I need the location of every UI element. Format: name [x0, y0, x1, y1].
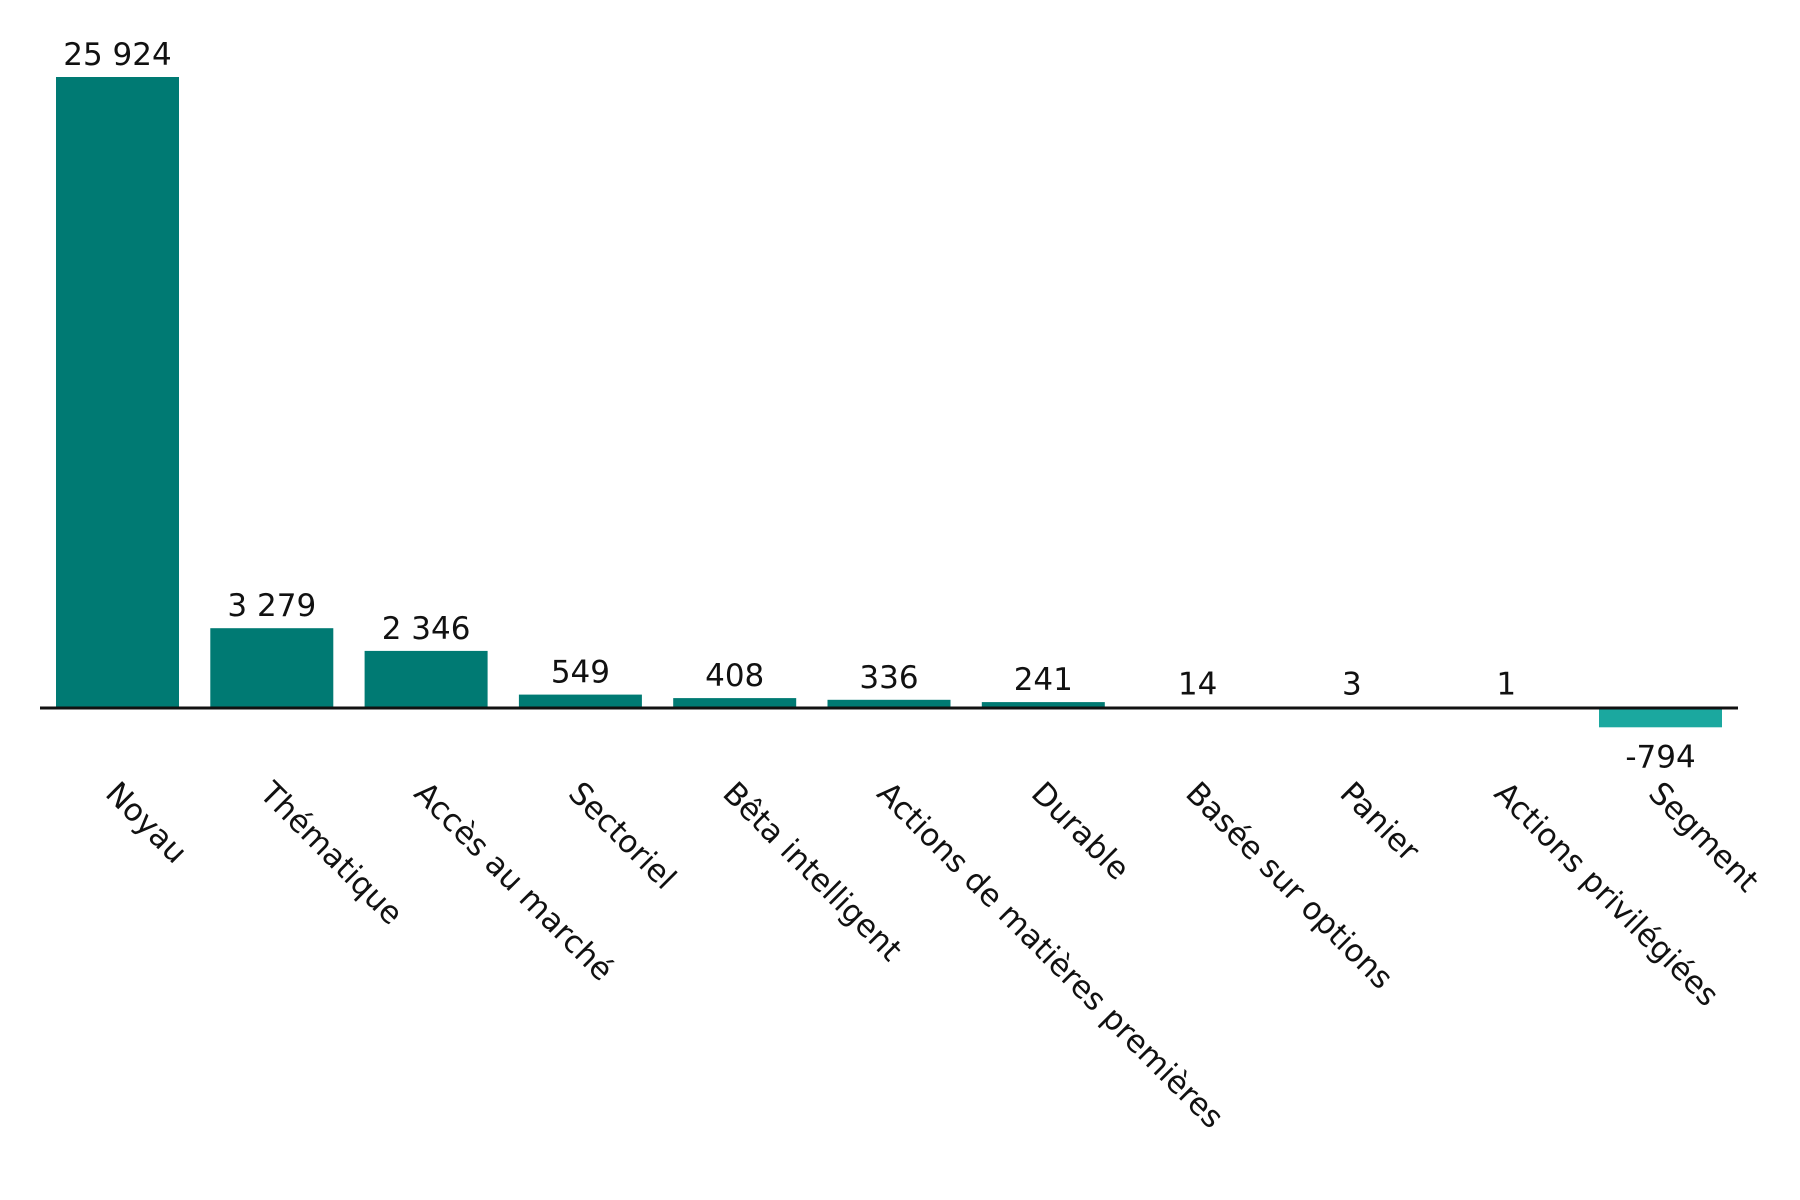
value-labels-layer: 25 924 3 279 2 346 549 408 336 241 14 3 1 -794	[63, 37, 1695, 775]
category-label-noyau: Noyau	[98, 775, 194, 871]
category-label-segment: Segment	[1641, 775, 1765, 899]
bar-durable	[981, 702, 1105, 708]
bars-layer	[56, 77, 1722, 728]
value-label-basee-sur-options: 14	[1178, 667, 1217, 703]
category-label-sectoriel: Sectoriel	[561, 775, 683, 897]
category-label-thematique: Thématique	[252, 774, 410, 932]
value-label-sectoriel: 549	[551, 655, 610, 691]
bar-noyau	[56, 77, 179, 708]
value-label-noyau: 25 924	[63, 37, 171, 73]
value-label-actions-de-matieres-premieres: 336	[859, 660, 918, 696]
value-label-acces-au-marche: 2 346	[382, 611, 471, 647]
bar-thematique	[210, 628, 334, 708]
value-label-beta-intelligent: 408	[705, 658, 764, 694]
value-label-thematique: 3 279	[227, 588, 316, 624]
value-label-panier: 3	[1342, 667, 1362, 703]
bar-sectoriel	[518, 694, 642, 708]
bar-actions-de-matieres-premieres	[827, 699, 951, 708]
category-label-panier: Panier	[1333, 775, 1427, 869]
bar-segment	[1599, 708, 1722, 728]
bar-acces-au-marche	[364, 650, 488, 708]
category-label-actions-de-matieres-premieres: Actions de matières premières	[870, 775, 1231, 1136]
category-label-durable: Durable	[1024, 775, 1136, 887]
value-label-segment: -794	[1625, 739, 1695, 775]
value-label-actions-privilegiees: 1	[1496, 667, 1516, 703]
bar-beta-intelligent	[673, 698, 797, 708]
value-label-durable: 241	[1014, 662, 1073, 698]
